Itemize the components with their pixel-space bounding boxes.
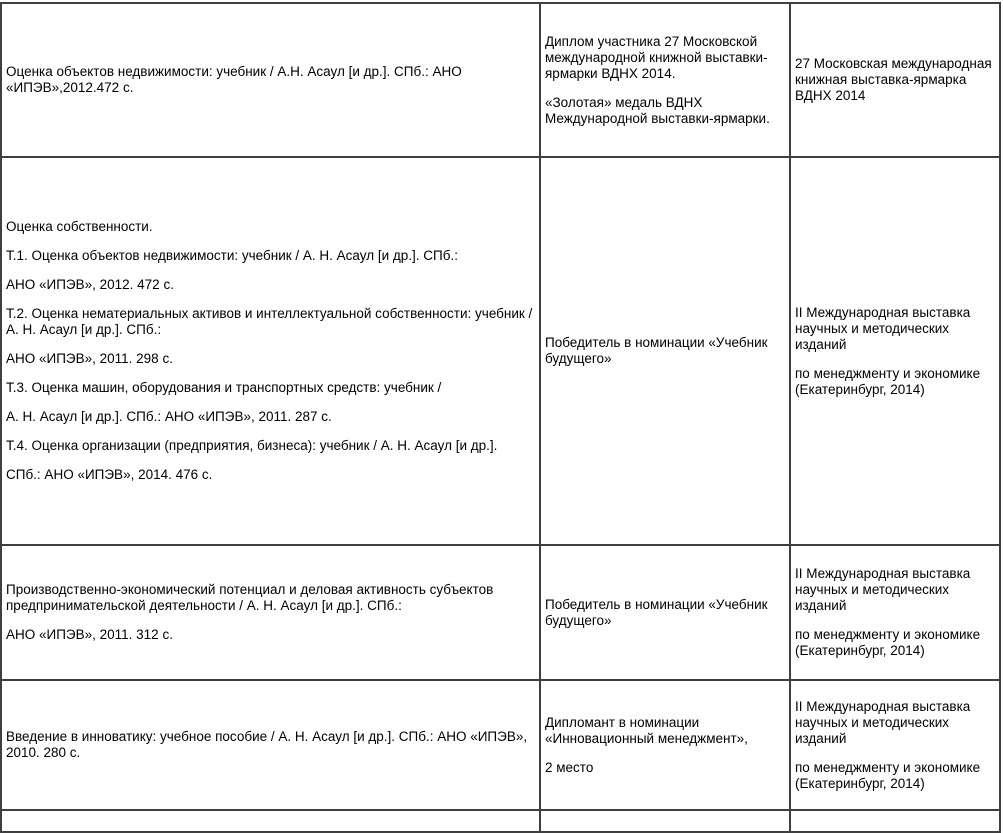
award-paragraph: Дипломант в номинации «Инновационный мен… bbox=[545, 714, 748, 746]
award-paragraph: Диплом участника 27 Московской междунаро… bbox=[545, 33, 768, 81]
table-row: Производственно-экономический потенциал … bbox=[0, 544, 1001, 681]
exhibition-cell: II Международная выставка научных и мето… bbox=[789, 679, 1001, 811]
award-paragraph: «Золотая» медаль ВДНХ Международной выст… bbox=[545, 94, 770, 126]
book-paragraph: Т.4. Оценка организации (предприятия, би… bbox=[6, 438, 498, 453]
book-paragraph: АНО «ИПЭВ», 2011. 298 с. bbox=[6, 351, 173, 366]
table-row: Введение в инноватику: учебное пособие /… bbox=[0, 679, 1001, 811]
book-paragraph: Т.2. Оценка нематериальных активов и инт… bbox=[6, 306, 533, 337]
book-cell: Оценка собственности. Т.1. Оценка объекто… bbox=[0, 156, 541, 546]
exhibition-paragraph: II Международная выставка научных и мето… bbox=[795, 304, 971, 352]
award-cell: Победитель в номинации «Учебник будущего… bbox=[539, 544, 791, 681]
book-paragraph: Производственно-экономический потенциал … bbox=[6, 582, 494, 613]
exhibition-cell: 27 Московская международная книжная выст… bbox=[789, 2, 1001, 158]
award-cell: Победитель в номинации «Учебник будущего… bbox=[539, 156, 791, 546]
book-cell: Производственно-экономический потенциал … bbox=[0, 544, 541, 681]
book-paragraph: Оценка объектов недвижимости: учебник / … bbox=[6, 64, 462, 95]
exhibition-paragraph: по менеджменту и экономике (Екатеринбург… bbox=[795, 365, 981, 397]
exhibition-paragraph: по менеджменту и экономике (Екатеринбург… bbox=[795, 627, 981, 658]
award-cell bbox=[539, 809, 791, 833]
book-paragraph: Оценка собственности. bbox=[6, 219, 153, 234]
book-paragraph: А. Н. Асаул [и др.]. СПб.: АНО «ИПЭВ», 2… bbox=[6, 409, 332, 424]
award-paragraph: Победитель в номинации «Учебник будущего… bbox=[545, 596, 768, 628]
award-cell: Дипломант в номинации «Инновационный мен… bbox=[539, 679, 791, 811]
table-row: Оценка объектов недвижимости: учебник / … bbox=[0, 2, 1001, 158]
book-cell: Введение в инноватику: учебное пособие /… bbox=[0, 679, 541, 811]
book-cell bbox=[0, 809, 541, 833]
book-paragraph: АНО «ИПЭВ», 2011. 312 с. bbox=[6, 627, 173, 642]
exhibition-paragraph: II Международная выставка научных и мето… bbox=[795, 698, 971, 746]
award-paragraph: Победитель в номинации «Учебник будущего… bbox=[545, 335, 768, 366]
exhibition-cell: II Международная выставка научных и мето… bbox=[789, 156, 1001, 546]
exhibition-paragraph: II Международная выставка научных и мето… bbox=[795, 566, 971, 613]
book-paragraph: Т.3. Оценка машин, оборудования и трансп… bbox=[6, 380, 442, 395]
exhibition-paragraph: по менеджменту и экономике (Екатеринбург… bbox=[795, 759, 981, 791]
exhibition-paragraph: 27 Московская международная книжная выст… bbox=[795, 56, 992, 103]
exhibition-cell: II Международная выставка научных и мето… bbox=[789, 544, 1001, 681]
book-paragraph: Введение в инноватику: учебное пособие /… bbox=[6, 729, 528, 760]
exhibition-cell bbox=[789, 809, 1001, 833]
book-cell: Оценка объектов недвижимости: учебник / … bbox=[0, 2, 541, 158]
book-paragraph: Т.1. Оценка объектов недвижимости: учебн… bbox=[6, 248, 458, 263]
award-cell: Диплом участника 27 Московской междунаро… bbox=[539, 2, 791, 158]
book-paragraph: АНО «ИПЭВ», 2012. 472 с. bbox=[6, 277, 174, 292]
table-row: Оценка собственности. Т.1. Оценка объекто… bbox=[0, 156, 1001, 546]
award-paragraph: 2 место bbox=[545, 759, 594, 775]
table-row bbox=[0, 809, 1001, 833]
book-paragraph: СПб.: АНО «ИПЭВ», 2014. 476 с. bbox=[6, 467, 213, 482]
